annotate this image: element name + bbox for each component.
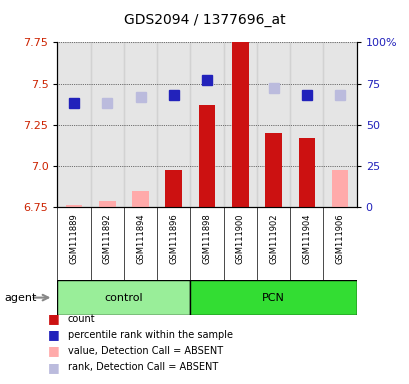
Bar bbox=[157, 42, 190, 207]
Bar bbox=[256, 42, 290, 207]
Bar bbox=[65, 205, 82, 207]
Bar bbox=[298, 138, 315, 207]
Text: GSM111896: GSM111896 bbox=[169, 213, 178, 264]
Text: control: control bbox=[104, 293, 143, 303]
Bar bbox=[57, 280, 190, 315]
Text: GSM111902: GSM111902 bbox=[268, 213, 277, 264]
Text: GSM111894: GSM111894 bbox=[136, 213, 145, 264]
Bar bbox=[198, 105, 215, 207]
Text: GSM111900: GSM111900 bbox=[235, 213, 244, 264]
Text: rank, Detection Call = ABSENT: rank, Detection Call = ABSENT bbox=[67, 362, 217, 372]
Text: ■: ■ bbox=[47, 328, 59, 341]
Bar bbox=[331, 170, 348, 207]
Text: PCN: PCN bbox=[261, 293, 284, 303]
Bar bbox=[165, 170, 182, 207]
Text: ■: ■ bbox=[47, 312, 59, 325]
Bar bbox=[323, 42, 356, 207]
Bar bbox=[99, 201, 115, 207]
Bar bbox=[190, 280, 356, 315]
Text: count: count bbox=[67, 314, 95, 324]
Bar bbox=[223, 42, 256, 207]
Bar bbox=[132, 191, 148, 207]
Bar bbox=[290, 42, 323, 207]
Bar bbox=[57, 42, 90, 207]
Text: agent: agent bbox=[4, 293, 36, 303]
Text: GSM111898: GSM111898 bbox=[202, 213, 211, 264]
Text: percentile rank within the sample: percentile rank within the sample bbox=[67, 330, 232, 340]
Text: ■: ■ bbox=[47, 344, 59, 358]
Text: value, Detection Call = ABSENT: value, Detection Call = ABSENT bbox=[67, 346, 222, 356]
Bar bbox=[90, 42, 124, 207]
Bar bbox=[265, 133, 281, 207]
Bar bbox=[190, 42, 223, 207]
Text: GSM111904: GSM111904 bbox=[301, 213, 310, 264]
Text: GSM111906: GSM111906 bbox=[335, 213, 344, 264]
Text: GSM111892: GSM111892 bbox=[103, 213, 112, 264]
Text: GSM111889: GSM111889 bbox=[70, 213, 79, 264]
Bar bbox=[231, 31, 248, 207]
Bar bbox=[124, 42, 157, 207]
Text: ■: ■ bbox=[47, 361, 59, 374]
Text: GDS2094 / 1377696_at: GDS2094 / 1377696_at bbox=[124, 13, 285, 27]
